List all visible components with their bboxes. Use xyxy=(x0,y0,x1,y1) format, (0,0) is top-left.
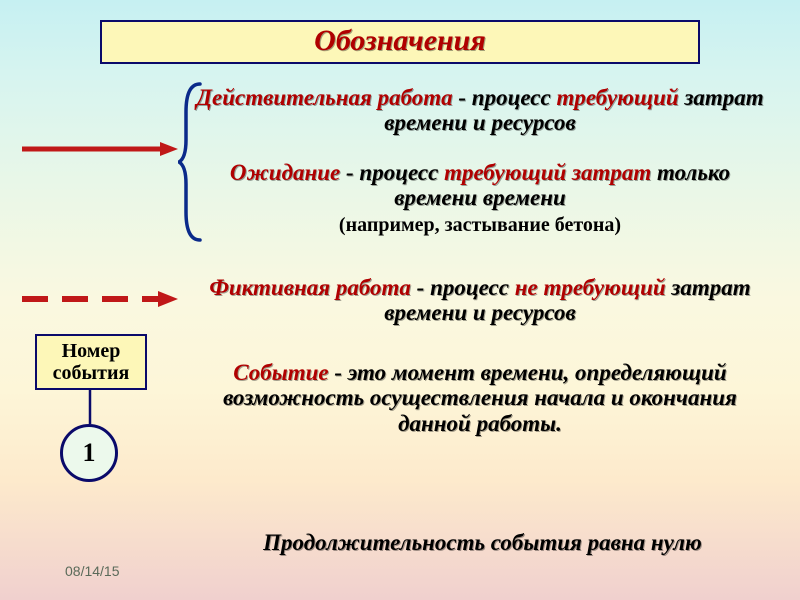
definition-duration: Продолжительность события равна нулю xyxy=(175,530,790,555)
text: требующий затрат xyxy=(444,160,651,185)
text: - процесс xyxy=(340,160,444,185)
dashed-arrow-icon xyxy=(20,291,180,312)
definition-event: Событие - это момент времени, определяющ… xyxy=(200,360,760,436)
text: Продолжительность события равна нулю xyxy=(263,530,702,555)
text: - процесс xyxy=(453,85,557,110)
text: требующий xyxy=(556,85,678,110)
term: Фиктивная работа xyxy=(209,275,411,300)
term: Действительная работа xyxy=(196,85,452,110)
event-number-label: Номер события xyxy=(35,334,147,390)
text: не требующий xyxy=(515,275,666,300)
event-number: 1 xyxy=(83,438,96,467)
slide-date: 08/14/15 xyxy=(65,563,120,579)
term: Ожидание xyxy=(230,160,340,185)
term: Событие xyxy=(233,360,328,385)
page-title: Обозначения xyxy=(314,24,486,57)
label-line-1: Номер xyxy=(62,340,121,362)
definition-real-work: Действительная работа - процесс требующи… xyxy=(180,85,780,136)
label-line-2: события xyxy=(53,362,130,384)
event-node: 1 xyxy=(60,424,118,482)
pointer-line-icon xyxy=(80,388,100,428)
example-text: (например, застывание бетона) xyxy=(339,214,621,236)
text: - процесс xyxy=(411,275,515,300)
title-box: Обозначения xyxy=(100,20,700,64)
solid-arrow-icon xyxy=(20,141,180,162)
definition-waiting: Ожидание - процесс требующий затрат толь… xyxy=(220,160,740,236)
definition-fictive-work: Фиктивная работа - процесс не требующий … xyxy=(170,275,790,326)
